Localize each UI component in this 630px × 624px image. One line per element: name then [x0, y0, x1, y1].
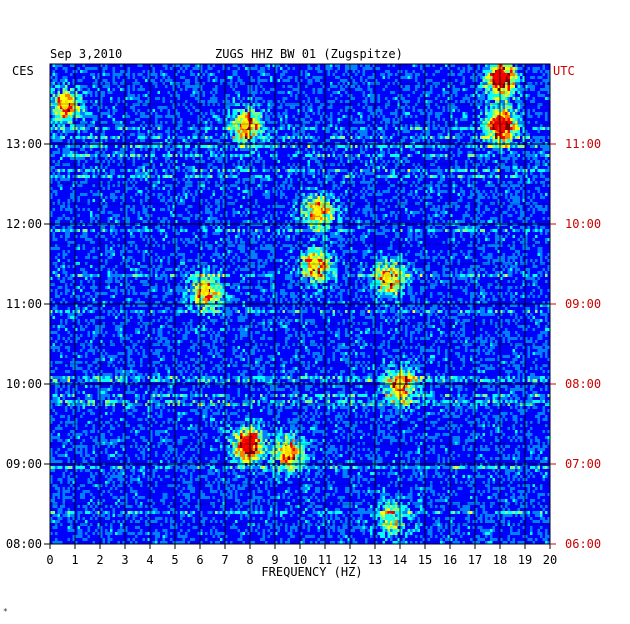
left-tick-label: 13:00: [6, 137, 42, 151]
x-tick-label-1: 1: [71, 553, 78, 567]
left-tick-label: 09:00: [6, 457, 42, 471]
station-title: ZUGS HHZ BW 01 (Zugspitze): [215, 47, 403, 61]
x-tick-label-5: 5: [171, 553, 178, 567]
right-time-axis: 06:00 07:00 08:00 09:00 10:00 11:00: [550, 137, 601, 551]
x-tick-label-18: 18: [493, 553, 507, 567]
x-tick-label-15: 15: [418, 553, 432, 567]
left-tick-label: 11:00: [6, 297, 42, 311]
x-tick-label-8: 8: [246, 553, 253, 567]
hotspot-3: [283, 445, 292, 457]
grid-lines: [49, 63, 551, 545]
left-tick-label: 08:00: [6, 537, 42, 551]
date-label: Sep 3,2010: [50, 47, 123, 61]
x-axis-title: FREQUENCY (HZ): [261, 565, 362, 579]
x-axis: 0 1 2 3 4 5 6 7 8 9 10 11 12 13 14 15 16 17 18 19 20: [46, 544, 557, 567]
small-mark: *: [3, 607, 8, 616]
x-tick-label-0: 0: [46, 553, 53, 567]
x-tick-label-16: 16: [443, 553, 457, 567]
x-tick-label-12: 12: [343, 553, 357, 567]
x-tick-label-6: 6: [196, 553, 203, 567]
right-tick-label: 06:00: [565, 537, 601, 551]
right-axis-label: UTC: [553, 64, 575, 78]
x-tick-label-9: 9: [271, 553, 278, 567]
hotspot-11: [387, 513, 393, 522]
left-tick-label: 12:00: [6, 217, 42, 231]
x-tick-label-19: 19: [518, 553, 532, 567]
x-tick-label-17: 17: [468, 553, 482, 567]
left-time-axis: 08:00 09:00 10:00 11:00 12:00 13:00: [6, 137, 50, 551]
hotspot-5: [383, 271, 392, 283]
left-axis-label: CES: [12, 64, 34, 78]
x-tick-label-20: 20: [543, 553, 557, 567]
x-tick-label-2: 2: [96, 553, 103, 567]
x-tick-label-4: 4: [146, 553, 153, 567]
x-tick-label-13: 13: [368, 553, 382, 567]
hotspot-7: [201, 285, 209, 297]
hotspot-8: [313, 205, 322, 217]
right-tick-label: 08:00: [565, 377, 601, 391]
right-tick-label: 10:00: [565, 217, 601, 231]
x-tick-label-3: 3: [121, 553, 128, 567]
right-tick-label: 09:00: [565, 297, 601, 311]
x-tick-label-7: 7: [221, 553, 228, 567]
right-tick-label: 11:00: [565, 137, 601, 151]
x-tick-label-11: 11: [318, 553, 332, 567]
left-tick-label: 10:00: [6, 377, 42, 391]
right-tick-label: 07:00: [565, 457, 601, 471]
spectrogram-cells: [50, 64, 550, 544]
x-tick-label-14: 14: [393, 553, 407, 567]
x-tick-label-10: 10: [293, 553, 307, 567]
